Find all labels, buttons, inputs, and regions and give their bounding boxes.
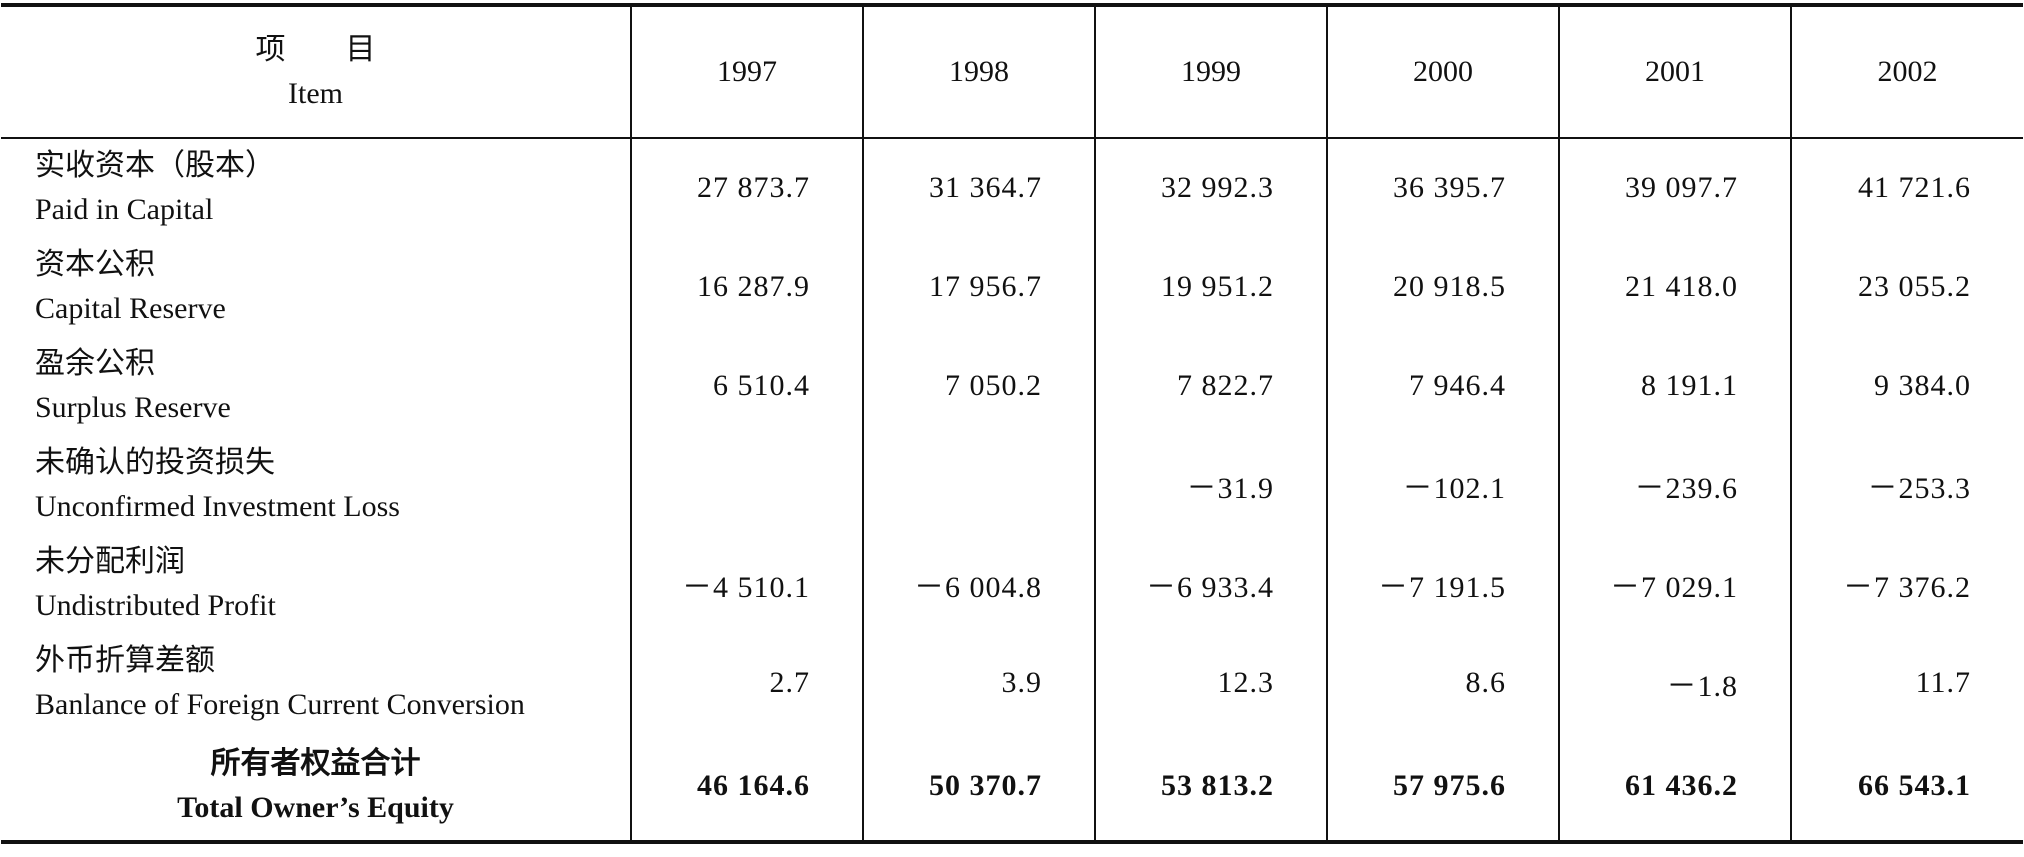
- value-cell: 27 873.7: [630, 138, 863, 237]
- value-cell: 11.7: [1790, 633, 2023, 732]
- item-cell: 盈余公积 Surplus Reserve: [1, 336, 631, 435]
- year-header: 2001: [1558, 5, 1791, 138]
- item-en: Surplus Reserve: [35, 390, 231, 424]
- value-cell: 39 097.7: [1558, 138, 1791, 237]
- value-cell: 6 510.4: [630, 336, 863, 435]
- value-cell: 17 956.7: [862, 237, 1095, 336]
- value-cell: [630, 435, 863, 534]
- value-cell: －7 376.2: [1790, 534, 2023, 633]
- value-cell: 57 975.6: [1326, 732, 1559, 842]
- value-cell: －6 004.8: [862, 534, 1095, 633]
- year-header: 1999: [1094, 5, 1327, 138]
- value-cell: －31.9: [1094, 435, 1327, 534]
- value-cell: －7 029.1: [1558, 534, 1791, 633]
- item-cn: 外币折算差额: [35, 643, 215, 677]
- value-cell: 31 364.7: [862, 138, 1095, 237]
- value-cell: [862, 435, 1095, 534]
- item-en: Paid in Capital: [35, 193, 214, 226]
- data-row: 盈余公积 Surplus Reserve 6 510.4 7 050.2 7 822.7…: [1, 336, 2023, 435]
- year-header: 2000: [1326, 5, 1559, 138]
- value-cell: 32 992.3: [1094, 138, 1327, 237]
- data-row: 未分配利润 Undistributed Profit －4 510.1 －6 004.…: [1, 534, 2023, 633]
- item-cn: 未分配利润: [35, 544, 185, 578]
- value-cell: 50 370.7: [862, 732, 1095, 842]
- item-en: Total Owner’s Equity: [177, 791, 454, 824]
- value-cell: 20 918.5: [1326, 237, 1559, 336]
- value-cell: －7 191.5: [1326, 534, 1559, 633]
- year-header: 1998: [862, 5, 1095, 138]
- value-cell: 7 050.2: [862, 336, 1095, 435]
- equity-table: 项 目 Item 1997 1998 1999 2000 2001 2002 实收资本（股…: [1, 3, 2023, 844]
- value-cell: 9 384.0: [1790, 336, 2023, 435]
- value-cell: 66 543.1: [1790, 732, 2023, 842]
- value-cell: 36 395.7: [1326, 138, 1559, 237]
- value-cell: 16 287.9: [630, 237, 863, 336]
- item-en: Unconfirmed Investment Loss: [35, 489, 400, 523]
- value-cell: －6 933.4: [1094, 534, 1327, 633]
- item-cn: 资本公积: [35, 247, 155, 281]
- item-cn: 所有者权益合计: [210, 747, 421, 780]
- item-cell: 外币折算差额 Banlance of Foreign Current Conver…: [1, 633, 631, 732]
- value-cell: 46 164.6: [630, 732, 863, 842]
- value-cell: 8 191.1: [1558, 336, 1791, 435]
- item-cell: 未分配利润 Undistributed Profit: [1, 534, 631, 633]
- value-cell: －1.8: [1558, 633, 1791, 732]
- item-cell: 实收资本（股本） Paid in Capital: [1, 138, 631, 237]
- value-cell: 23 055.2: [1790, 237, 2023, 336]
- year-header: 2002: [1790, 5, 2023, 138]
- data-row: 资本公积 Capital Reserve 16 287.9 17 956.7 19 95…: [1, 237, 2023, 336]
- value-cell: 53 813.2: [1094, 732, 1327, 842]
- value-cell: 61 436.2: [1558, 732, 1791, 842]
- value-cell: －4 510.1: [630, 534, 863, 633]
- item-cn: 未确认的投资损失: [35, 445, 275, 479]
- item-header-en: Item: [288, 77, 343, 110]
- table-body: 实收资本（股本） Paid in Capital 27 873.7 31 364.7 3…: [1, 138, 2023, 842]
- value-cell: 7 946.4: [1326, 336, 1559, 435]
- value-cell: 8.6: [1326, 633, 1559, 732]
- value-cell: 12.3: [1094, 633, 1327, 732]
- value-cell: 19 951.2: [1094, 237, 1327, 336]
- item-header-cn: 项 目: [255, 33, 376, 66]
- value-cell: 21 418.0: [1558, 237, 1791, 336]
- value-cell: －253.3: [1790, 435, 2023, 534]
- data-row: 外币折算差额 Banlance of Foreign Current Conver…: [1, 633, 2023, 732]
- item-cell: 所有者权益合计 Total Owner’s Equity: [1, 732, 631, 842]
- item-cn: 盈余公积: [35, 346, 155, 380]
- item-cn: 实收资本（股本）: [35, 149, 275, 182]
- value-cell: 2.7: [630, 633, 863, 732]
- total-row: 所有者权益合计 Total Owner’s Equity 46 164.6 50 37…: [1, 732, 2023, 842]
- value-cell: 41 721.6: [1790, 138, 2023, 237]
- value-cell: 7 822.7: [1094, 336, 1327, 435]
- value-cell: 3.9: [862, 633, 1095, 732]
- item-en: Banlance of Foreign Current Conversion: [35, 687, 525, 721]
- year-header: 1997: [630, 5, 863, 138]
- item-en: Undistributed Profit: [35, 588, 276, 622]
- value-cell: －239.6: [1558, 435, 1791, 534]
- item-en: Capital Reserve: [35, 291, 226, 325]
- value-cell: －102.1: [1326, 435, 1559, 534]
- data-row: 实收资本（股本） Paid in Capital 27 873.7 31 364.7 3…: [1, 138, 2023, 237]
- item-cell: 资本公积 Capital Reserve: [1, 237, 631, 336]
- page: 项 目 Item 1997 1998 1999 2000 2001 2002 实收资本（股…: [0, 3, 2024, 857]
- data-row: 未确认的投资损失 Unconfirmed Investment Loss －31.9…: [1, 435, 2023, 534]
- header-row: 项 目 Item 1997 1998 1999 2000 2001 2002: [1, 5, 2023, 138]
- item-header: 项 目 Item: [1, 5, 631, 138]
- item-cell: 未确认的投资损失 Unconfirmed Investment Loss: [1, 435, 631, 534]
